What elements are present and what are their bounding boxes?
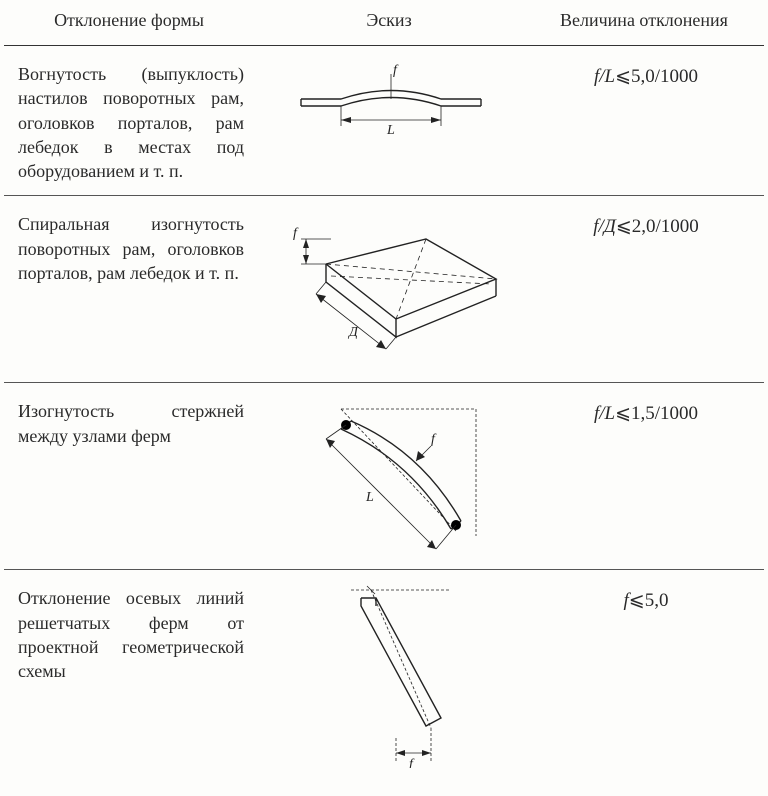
- sketch-cell: f L: [254, 46, 524, 196]
- table-header-row: Отклонение формы Эскиз Величина отклонен…: [4, 0, 764, 46]
- table-row: Изогнутость стержней между узлами ферм: [4, 383, 764, 570]
- label-L: L: [365, 490, 374, 505]
- sketch-cell: f Д: [254, 196, 524, 383]
- sketch-cell: f: [254, 570, 524, 777]
- deviation-value: f/L⩽5,0/1000: [524, 46, 764, 196]
- label-f: f: [393, 63, 399, 78]
- deviation-table: Отклонение формы Эскиз Величина отклонен…: [4, 0, 764, 776]
- deviation-desc: Спиральная изогну­тость поворотных рам, …: [4, 196, 254, 383]
- label-L: L: [386, 123, 395, 138]
- label-D: Д: [347, 325, 359, 340]
- table-row: Отклонение осевых ли­ний решетчатых ферм…: [4, 570, 764, 777]
- sketch-spiral-twist: f Д: [271, 204, 511, 374]
- label-f: f: [293, 226, 299, 241]
- sketch-bar-bend: f L: [281, 391, 501, 561]
- header-col2: Эскиз: [254, 0, 524, 46]
- label-f: f: [409, 757, 415, 768]
- deviation-value: f/L⩽1,5/1000: [524, 383, 764, 570]
- deviation-desc: Вогнутость (выпук­лость) настилов пово­р…: [4, 46, 254, 196]
- deviation-value: f/Д⩽2,0/1000: [524, 196, 764, 383]
- deviation-value: f⩽5,0: [524, 570, 764, 777]
- table-row: Спиральная изогну­тость поворотных рам, …: [4, 196, 764, 383]
- table-row: Вогнутость (выпук­лость) настилов пово­р…: [4, 46, 764, 196]
- label-f: f: [431, 432, 437, 447]
- sketch-axis-deviation: f: [281, 578, 501, 768]
- header-col3: Величина отклонения: [524, 0, 764, 46]
- sketch-concavity: f L: [281, 54, 501, 144]
- deviation-desc: Изогнутость стержней между узлами ферм: [4, 383, 254, 570]
- deviation-desc: Отклонение осевых ли­ний решетчатых ферм…: [4, 570, 254, 777]
- header-col1: Отклонение формы: [4, 0, 254, 46]
- sketch-cell: f L: [254, 383, 524, 570]
